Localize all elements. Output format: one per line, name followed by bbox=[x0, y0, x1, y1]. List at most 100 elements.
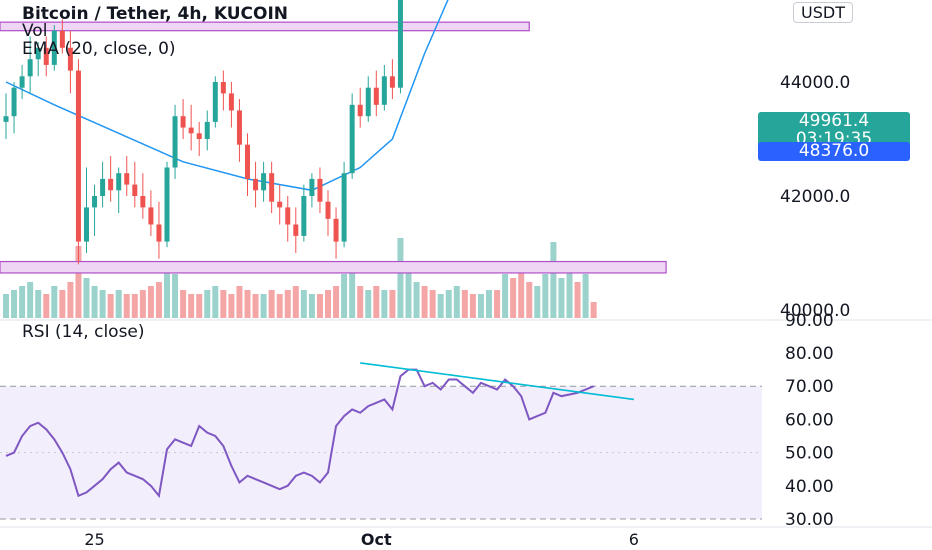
time-tick-label: Oct bbox=[361, 530, 392, 549]
volume-bar bbox=[494, 290, 501, 318]
currency-button[interactable]: USDT bbox=[793, 2, 853, 23]
volume-bar bbox=[180, 290, 187, 318]
candle-body bbox=[196, 133, 202, 139]
rsi-tick-label: 40.00 bbox=[785, 477, 834, 497]
volume-bar bbox=[107, 294, 114, 318]
volume-bar bbox=[260, 294, 267, 318]
candle-body bbox=[253, 178, 259, 191]
volume-bar bbox=[486, 290, 492, 318]
volume-bar bbox=[43, 294, 50, 318]
candle-body bbox=[59, 30, 65, 48]
support-zone bbox=[0, 21, 530, 32]
support-zone bbox=[0, 260, 667, 274]
rsi-tick-label: 70.00 bbox=[785, 377, 834, 397]
volume-bar bbox=[413, 282, 420, 318]
volume-bar bbox=[115, 290, 122, 318]
volume-bar bbox=[3, 294, 9, 318]
volume-bar bbox=[172, 274, 179, 318]
candle-body bbox=[333, 218, 339, 242]
volume-bar bbox=[75, 246, 82, 318]
candle-body bbox=[325, 201, 331, 219]
volume-bar bbox=[35, 290, 42, 318]
volume-bar bbox=[453, 286, 460, 318]
volume-bar bbox=[518, 270, 525, 318]
volume-bar bbox=[51, 286, 58, 318]
candle-body bbox=[269, 173, 275, 202]
candle-body bbox=[309, 178, 315, 196]
rsi-tick-label: 80.00 bbox=[785, 344, 834, 364]
price-tick-label: 42000.0 bbox=[780, 187, 850, 207]
candle-body bbox=[373, 87, 379, 105]
volume-bar bbox=[91, 286, 98, 318]
candle-body bbox=[75, 70, 81, 242]
volume-bar bbox=[325, 290, 331, 318]
volume-bar bbox=[284, 290, 291, 318]
candle-body bbox=[245, 144, 250, 179]
rsi-tick-label: 90.00 bbox=[785, 311, 834, 331]
candle-body bbox=[357, 104, 363, 117]
candle-body bbox=[220, 82, 226, 94]
volume-bar bbox=[461, 290, 468, 318]
candle-body bbox=[116, 173, 122, 191]
candle-body bbox=[236, 110, 242, 145]
candle-body bbox=[35, 47, 41, 60]
volume-bar bbox=[381, 290, 388, 318]
volume-bar bbox=[373, 286, 380, 318]
volume-bar bbox=[19, 286, 26, 318]
volume-bar bbox=[196, 294, 203, 318]
volume-bar bbox=[341, 274, 348, 318]
volume-bar bbox=[220, 290, 227, 318]
candle-body bbox=[261, 173, 267, 191]
volume-bar bbox=[526, 282, 533, 318]
candle-body bbox=[67, 47, 73, 71]
volume-bar bbox=[276, 294, 283, 318]
volume-bar bbox=[67, 282, 74, 318]
time-tick-label: 6 bbox=[629, 530, 639, 549]
volume-bar bbox=[147, 286, 154, 318]
candle-body bbox=[180, 116, 186, 128]
candle-body bbox=[164, 167, 170, 242]
price-tick-label: 40000.0 bbox=[780, 301, 850, 321]
axis-edge bbox=[762, 0, 763, 527]
rsi-tick-label: 50.00 bbox=[785, 444, 834, 464]
volume-bar bbox=[316, 294, 323, 318]
candle-body bbox=[51, 30, 57, 65]
volume-bar bbox=[550, 242, 557, 318]
candle-body bbox=[188, 127, 194, 134]
volume-bar bbox=[477, 294, 484, 318]
ema-legend: EMA (20, close, 0) bbox=[22, 39, 176, 59]
candle-body bbox=[27, 59, 33, 77]
volume-bar bbox=[357, 286, 364, 318]
volume-bar bbox=[574, 282, 581, 318]
candle-body bbox=[212, 82, 218, 122]
candle-body bbox=[381, 76, 387, 105]
rsi-pane bbox=[0, 362, 762, 520]
ema-line bbox=[5, 0, 449, 192]
rsi-trendline bbox=[360, 362, 635, 401]
candle-body bbox=[397, 0, 403, 88]
rsi-legend: RSI (14, close) bbox=[22, 322, 145, 342]
volume-bar bbox=[131, 294, 138, 318]
volume-bar bbox=[228, 294, 235, 318]
volume-bar bbox=[510, 278, 517, 318]
volume-bar bbox=[204, 290, 211, 318]
volume-bar bbox=[123, 294, 130, 318]
candle-body bbox=[92, 196, 98, 208]
candle-body bbox=[140, 196, 146, 208]
volume-bar bbox=[11, 290, 18, 318]
volume-bar bbox=[590, 302, 597, 318]
candle-body bbox=[172, 116, 178, 168]
volume-legend: Vol bbox=[22, 21, 48, 41]
candle-body bbox=[285, 207, 291, 225]
candle-body bbox=[204, 121, 210, 139]
volume-bar bbox=[252, 294, 259, 318]
volume-bar bbox=[99, 290, 106, 318]
candle-body bbox=[100, 178, 106, 196]
rsi-tick-label: 30.00 bbox=[785, 510, 834, 530]
candle-body bbox=[3, 116, 9, 122]
volume-bar bbox=[389, 290, 396, 318]
volume-bar bbox=[469, 294, 476, 318]
volume-bar bbox=[155, 282, 162, 318]
candle-body bbox=[156, 224, 162, 242]
volume-bar bbox=[333, 286, 340, 318]
